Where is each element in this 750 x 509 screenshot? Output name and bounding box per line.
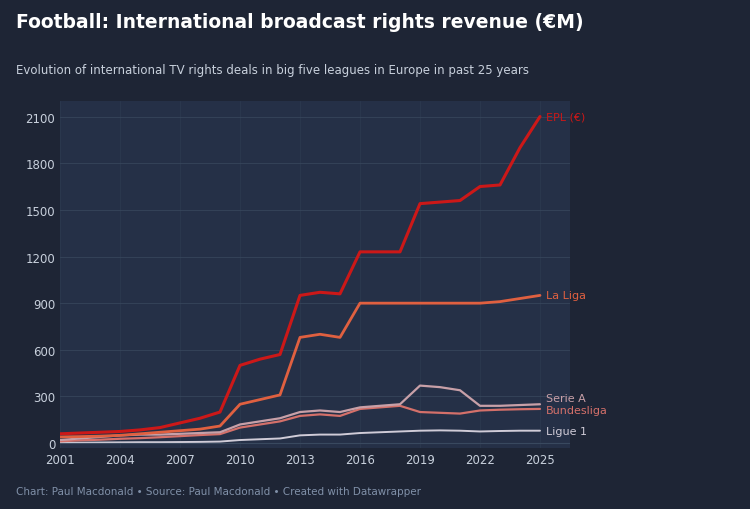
Text: Serie A: Serie A bbox=[546, 393, 586, 403]
Text: Ligue 1: Ligue 1 bbox=[546, 426, 587, 436]
Text: Bundesliga: Bundesliga bbox=[546, 405, 608, 415]
Text: Evolution of international TV rights deals in big five leagues in Europe in past: Evolution of international TV rights dea… bbox=[16, 64, 530, 76]
Text: Football: International broadcast rights revenue (€M): Football: International broadcast rights… bbox=[16, 13, 584, 32]
Text: La Liga: La Liga bbox=[546, 291, 586, 301]
Text: Chart: Paul Macdonald • Source: Paul Macdonald • Created with Datawrapper: Chart: Paul Macdonald • Source: Paul Mac… bbox=[16, 486, 422, 496]
Text: EPL (€): EPL (€) bbox=[546, 112, 585, 122]
